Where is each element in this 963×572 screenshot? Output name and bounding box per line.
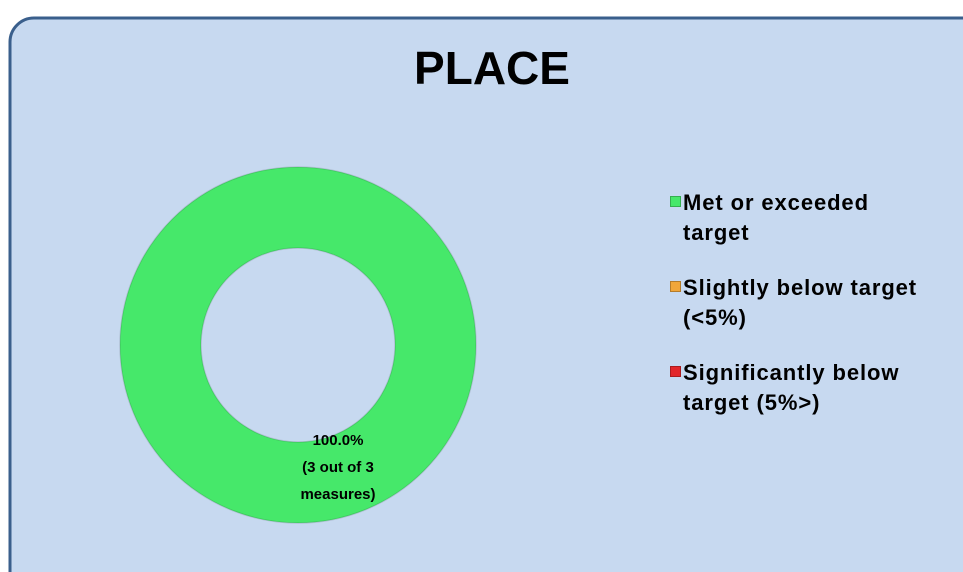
chart-title: PLACE [414, 42, 570, 94]
legend-swatch [670, 281, 681, 292]
legend-swatch [670, 366, 681, 377]
legend-entry: Significantly below target (5%>) [683, 360, 900, 415]
legend-entry: Slightly below target (<5%) [683, 275, 918, 330]
data-label: 100.0% (3 out of 3 measures) [300, 431, 376, 503]
legend-entry: Met or exceeded target [683, 190, 869, 245]
donut-slice [119, 166, 477, 524]
legend-swatch [670, 196, 681, 207]
